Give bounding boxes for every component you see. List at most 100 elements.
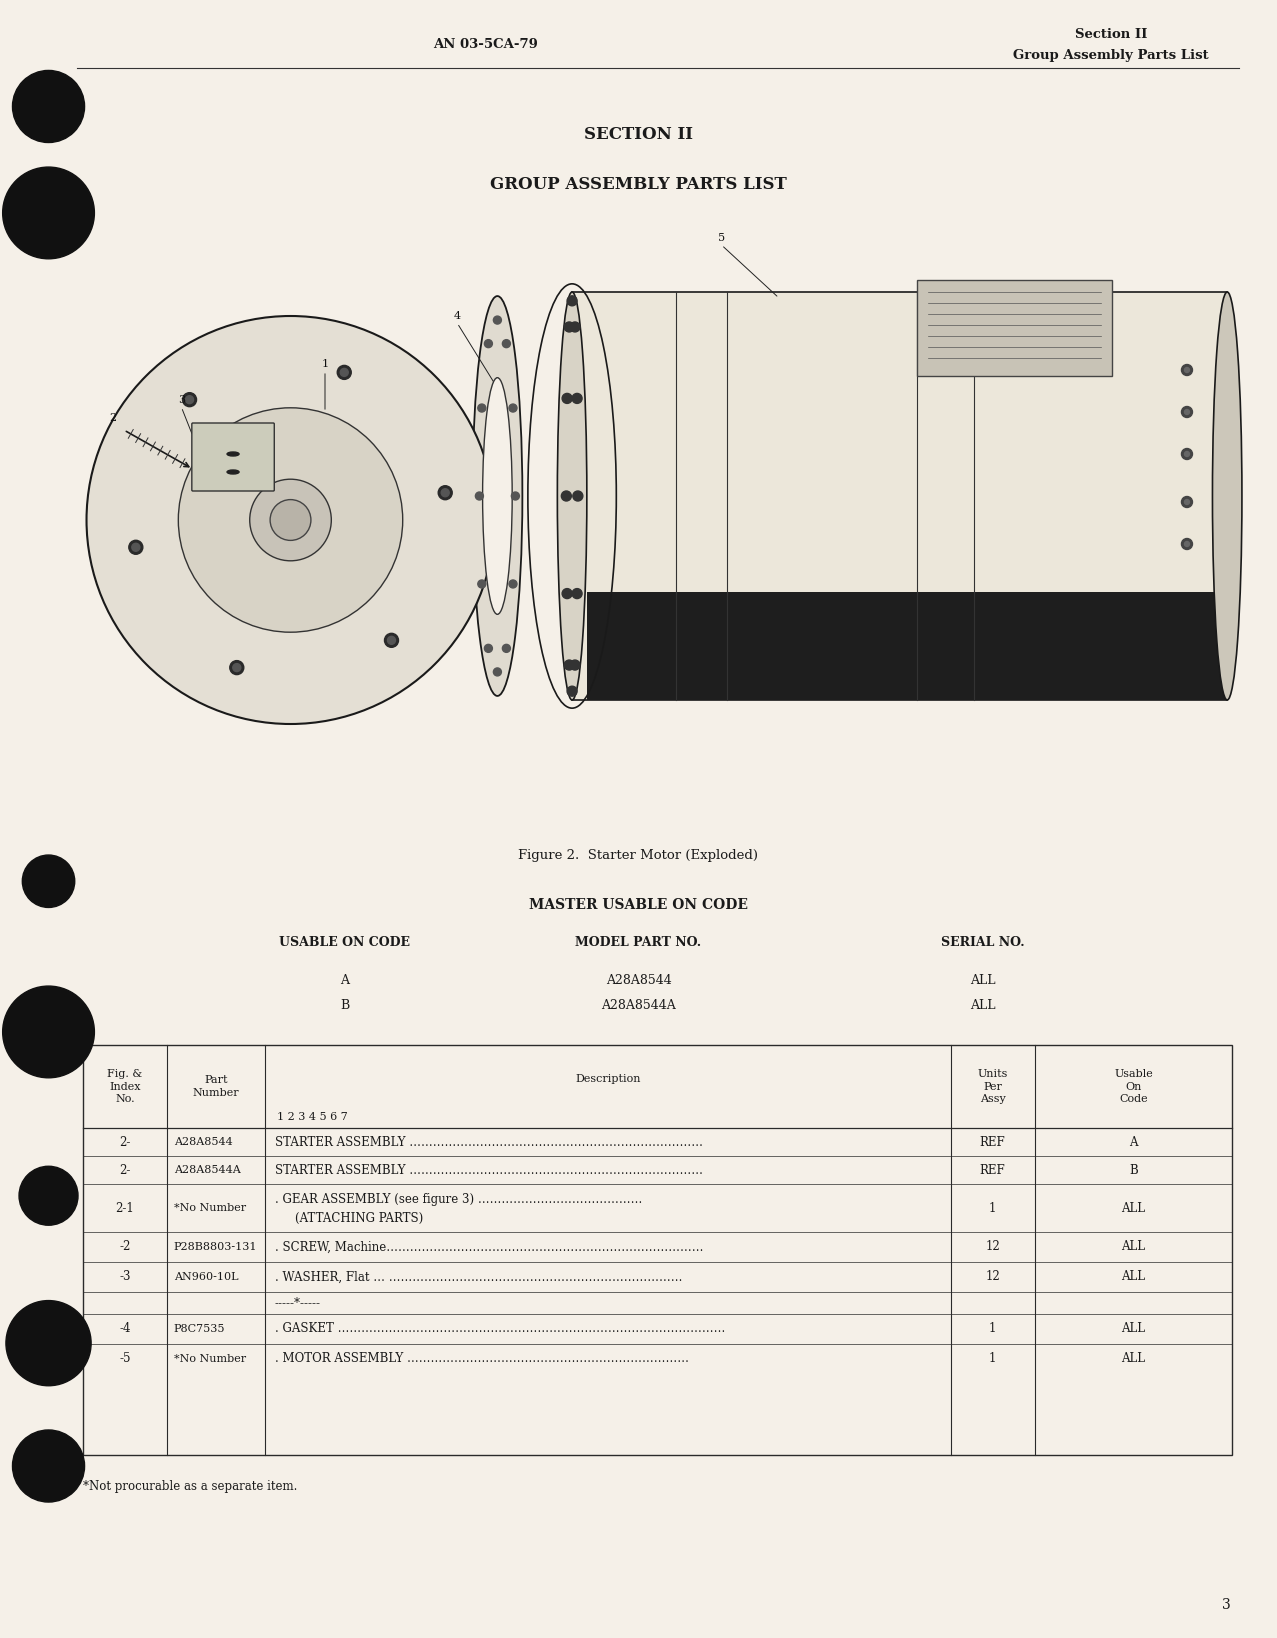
- Text: ALL: ALL: [1121, 1271, 1145, 1284]
- Circle shape: [1185, 410, 1189, 414]
- Circle shape: [87, 316, 494, 724]
- Ellipse shape: [483, 378, 512, 614]
- Circle shape: [185, 396, 194, 403]
- Text: 12: 12: [986, 1271, 1000, 1284]
- Bar: [83, 1045, 1232, 1455]
- Circle shape: [564, 660, 575, 670]
- Text: ALL: ALL: [971, 999, 996, 1012]
- FancyBboxPatch shape: [192, 423, 275, 491]
- Text: P28B8803-131: P28B8803-131: [174, 1242, 258, 1251]
- Circle shape: [567, 296, 577, 306]
- Circle shape: [13, 70, 84, 143]
- Text: MASTER USABLE ON CODE: MASTER USABLE ON CODE: [529, 898, 748, 912]
- Text: Fig. &
Index
No.: Fig. & Index No.: [107, 1068, 143, 1104]
- Text: Section II: Section II: [1075, 28, 1147, 41]
- Circle shape: [573, 491, 582, 501]
- Circle shape: [19, 1166, 78, 1225]
- Circle shape: [384, 634, 398, 647]
- Text: -3: -3: [119, 1271, 130, 1284]
- Circle shape: [511, 491, 520, 500]
- Text: P8C7535: P8C7535: [174, 1324, 226, 1333]
- Text: -----*-----: -----*-----: [275, 1297, 321, 1309]
- Circle shape: [478, 405, 485, 413]
- Circle shape: [3, 986, 94, 1078]
- Circle shape: [132, 544, 139, 552]
- Circle shape: [1181, 406, 1193, 418]
- Circle shape: [562, 393, 572, 403]
- Text: B: B: [1129, 1163, 1138, 1176]
- Circle shape: [340, 369, 349, 377]
- Circle shape: [502, 644, 511, 652]
- Circle shape: [478, 580, 485, 588]
- Text: -5: -5: [119, 1353, 130, 1366]
- Text: AN960-10L: AN960-10L: [174, 1273, 239, 1283]
- Text: *No Number: *No Number: [174, 1202, 246, 1214]
- Text: A: A: [340, 973, 350, 986]
- Text: STARTER ASSEMBLY …………………………………………………………………: STARTER ASSEMBLY ………………………………………………………………: [275, 1163, 702, 1176]
- Text: Figure 2.  Starter Motor (Exploded): Figure 2. Starter Motor (Exploded): [518, 848, 759, 862]
- Bar: [572, 292, 1227, 699]
- Text: . WASHER, Flat … …………………………………………………………………: . WASHER, Flat … ………………………………………………………………: [275, 1271, 682, 1284]
- Text: 1: 1: [988, 1322, 996, 1335]
- Circle shape: [271, 500, 310, 541]
- Circle shape: [6, 1301, 91, 1386]
- Text: 1: 1: [322, 359, 328, 369]
- Text: Usable
On
Code: Usable On Code: [1114, 1068, 1153, 1104]
- Ellipse shape: [227, 452, 239, 455]
- Circle shape: [1185, 367, 1189, 372]
- Text: SERIAL NO.: SERIAL NO.: [941, 935, 1025, 948]
- Text: 1: 1: [988, 1353, 996, 1366]
- Circle shape: [1181, 449, 1193, 460]
- Text: 4: 4: [453, 311, 461, 321]
- Circle shape: [129, 541, 143, 554]
- Bar: [917, 280, 1112, 377]
- Ellipse shape: [472, 296, 522, 696]
- Text: ALL: ALL: [1121, 1202, 1145, 1214]
- Text: 2-1: 2-1: [116, 1202, 134, 1214]
- Circle shape: [493, 316, 502, 324]
- Text: ALL: ALL: [971, 973, 996, 986]
- Circle shape: [1185, 542, 1189, 547]
- Circle shape: [1185, 452, 1189, 457]
- Circle shape: [1185, 500, 1189, 505]
- Circle shape: [438, 486, 452, 500]
- Circle shape: [484, 339, 493, 347]
- Text: 1: 1: [988, 1202, 996, 1214]
- Circle shape: [1181, 365, 1193, 375]
- Circle shape: [572, 393, 582, 403]
- Circle shape: [475, 491, 484, 500]
- Text: 3: 3: [1222, 1599, 1230, 1612]
- Text: A28A8544: A28A8544: [605, 973, 672, 986]
- Text: 12: 12: [986, 1240, 1000, 1253]
- Circle shape: [567, 686, 577, 696]
- Text: USABLE ON CODE: USABLE ON CODE: [280, 935, 410, 948]
- Text: Group Assembly Parts List: Group Assembly Parts List: [1013, 49, 1209, 62]
- Circle shape: [183, 393, 197, 406]
- Text: AN 03-5CA-79: AN 03-5CA-79: [433, 39, 538, 51]
- Text: ALL: ALL: [1121, 1322, 1145, 1335]
- Text: *No Number: *No Number: [174, 1355, 246, 1364]
- Circle shape: [1181, 539, 1193, 549]
- Circle shape: [562, 588, 572, 598]
- Text: 2: 2: [109, 413, 116, 423]
- Ellipse shape: [1212, 292, 1243, 699]
- Circle shape: [570, 323, 580, 333]
- Text: B: B: [340, 999, 350, 1012]
- Text: . SCREW, Machine………………………………………………………………………: . SCREW, Machine…………………………………………………………………: [275, 1240, 704, 1253]
- Circle shape: [564, 323, 575, 333]
- Text: Part
Number: Part Number: [193, 1075, 239, 1097]
- Text: SECTION II: SECTION II: [584, 126, 693, 144]
- Circle shape: [562, 491, 571, 501]
- Text: A28A8544A: A28A8544A: [601, 999, 676, 1012]
- Text: *Not procurable as a separate item.: *Not procurable as a separate item.: [83, 1481, 298, 1492]
- Ellipse shape: [557, 292, 587, 699]
- Text: GROUP ASSEMBLY PARTS LIST: GROUP ASSEMBLY PARTS LIST: [490, 177, 787, 193]
- Text: 3: 3: [178, 395, 185, 405]
- Circle shape: [442, 488, 450, 496]
- Circle shape: [572, 588, 582, 598]
- Text: A28A8544: A28A8544: [174, 1137, 232, 1147]
- Text: Units
Per
Assy: Units Per Assy: [977, 1068, 1008, 1104]
- Circle shape: [3, 167, 94, 259]
- Circle shape: [387, 636, 396, 644]
- Text: Description: Description: [575, 1073, 640, 1083]
